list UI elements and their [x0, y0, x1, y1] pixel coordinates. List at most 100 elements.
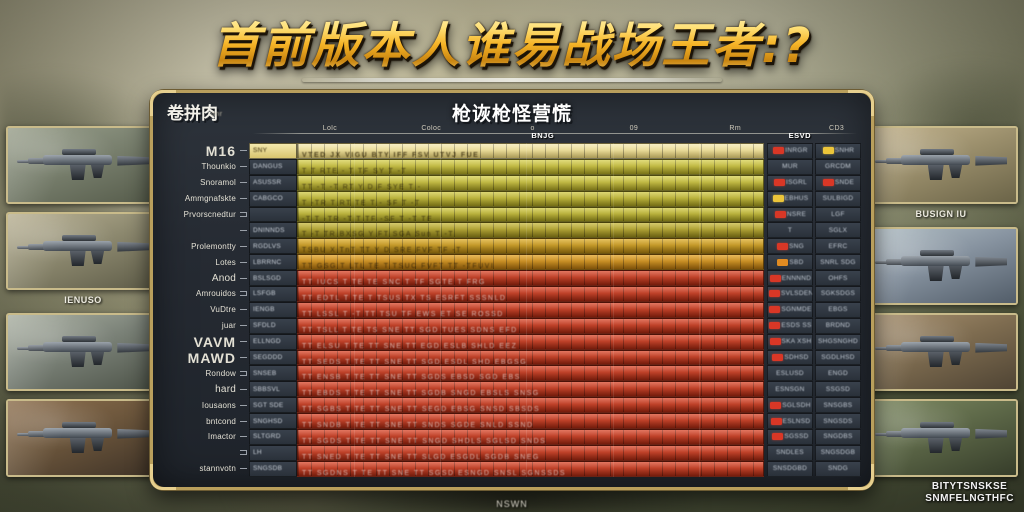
weapon-thumb-4[interactable]: [6, 399, 160, 477]
row-tail-cell[interactable]: OHFS: [815, 270, 861, 287]
weapon-thumb-6[interactable]: [864, 227, 1018, 305]
row-tail-cell[interactable]: NSRE: [767, 206, 813, 223]
row-tail-cell[interactable]: SGLX: [815, 222, 861, 239]
row-tail-cell[interactable]: SSGSD: [815, 381, 861, 398]
row-tail-cell[interactable]: ENNNND: [767, 270, 813, 287]
weapon-thumb-3[interactable]: [6, 313, 160, 391]
row-tail-cell[interactable]: INRGR: [767, 143, 813, 159]
row-tail-cell[interactable]: ESLUSD: [767, 365, 813, 382]
row-tail-cell[interactable]: SNDE: [815, 174, 861, 191]
weapon-thumb-2[interactable]: [6, 212, 160, 290]
table-row[interactable]: SNSEB TT ENSB T TE TT SNE TT SGDS EBSD SG…: [249, 365, 861, 382]
row-value-bar[interactable]: TT SGDNS T TE TT SNE TT SGSD ESNGD SNSL …: [297, 460, 764, 477]
row-tail-cell[interactable]: SGNMDE: [767, 301, 813, 318]
row-tail-cell[interactable]: LGF: [815, 206, 861, 223]
row-tail-cell[interactable]: EFRC: [815, 238, 861, 255]
row-key-cell: SEGDDD: [249, 349, 297, 366]
table-row[interactable]: SNGHSD TT SNDB T TE TT SNE TT SNDS SGDE S…: [249, 413, 861, 430]
column-group-header: BNJG: [531, 131, 555, 140]
row-tail-cell[interactable]: SVLSDEN: [767, 286, 813, 302]
row-tail-cell[interactable]: SNGSDS: [815, 413, 861, 430]
row-tail-cell[interactable]: SNSDGBD: [767, 460, 813, 477]
row-tail-cell[interactable]: ESDS SS: [767, 317, 813, 334]
table-row[interactable]: LSFGB TT EDTL T TE T TSUS TX TS ESRFT SSS…: [249, 286, 861, 302]
row-value-bar[interactable]: VTED JX VIGU BTY IFF FSV UTVJ FUE: [297, 143, 764, 159]
table-row[interactable]: ASUSSR TT -T -T RT Y D F SYE T - ISGRL SNDE: [249, 174, 861, 191]
row-value-bar[interactable]: TT SEDS T TE TT SNE TT SGD ESDL SHD EBGS…: [297, 349, 764, 366]
row-value-bar[interactable]: TT SGDS T TE TT SNE TT SNGD SHDLS SGLSD …: [297, 429, 764, 445]
table-row[interactable]: DANGUS T T RTE - T TF SY T -T MUR GRCDM: [249, 158, 861, 175]
weapon-thumb-5[interactable]: [864, 126, 1018, 204]
row-value-bar[interactable]: TT EBDS T TE TT SNE TT SGDB SNGD EBSLS S…: [297, 381, 764, 398]
row-tail-cell[interactable]: EBGS: [815, 301, 861, 318]
row-value-bar[interactable]: -T T -TR -T T TF -SF T -T TE: [297, 206, 764, 223]
row-tail-cell[interactable]: ISGRL: [767, 174, 813, 191]
table-row[interactable]: SNGSDB TT SGDNS T TE TT SNE TT SGSD ESNGD…: [249, 460, 861, 477]
row-tail-cell[interactable]: GRCDM: [815, 158, 861, 175]
row-value-bar[interactable]: TT IUCS T TE TE SNC T TF SGTE T FRG: [297, 270, 764, 287]
row-tail-cell[interactable]: BRDND: [815, 317, 861, 334]
row-tail-cell[interactable]: SGLSDH: [767, 397, 813, 414]
table-row[interactable]: SBBSVL TT EBDS T TE TT SNE TT SGDB SNGD E…: [249, 381, 861, 398]
row-tail-cell[interactable]: MUR: [767, 158, 813, 175]
weapon-thumb-1[interactable]: [6, 126, 160, 204]
weapon-thumb-7[interactable]: [864, 313, 1018, 391]
bar-tick-grid: [298, 430, 763, 444]
bar-tick-grid: [298, 318, 763, 333]
row-tail-cell[interactable]: SGSSD: [767, 429, 813, 445]
table-row[interactable]: IENGB TT LSSL T -T TT TSU TF EWS ET SE RO…: [249, 301, 861, 318]
row-tail-cell[interactable]: T: [767, 222, 813, 239]
row-tail-cell[interactable]: SBD: [767, 254, 813, 271]
table-row[interactable]: SLTGRD TT SGDS T TE TT SNE TT SNGD SHDLS …: [249, 429, 861, 445]
row-tail-cell[interactable]: ENGD: [815, 365, 861, 382]
table-row[interactable]: SGT SDE TT SGBS T TE TT SNE TT SEGD EBSG …: [249, 397, 861, 414]
row-tail-cell[interactable]: SDHSD: [767, 349, 813, 366]
row-tail-cell[interactable]: SHGSNGHD: [815, 333, 861, 350]
row-key-text: LH: [253, 449, 262, 457]
row-tail-cell[interactable]: SGKSDGS: [815, 286, 861, 302]
row-tail-cell[interactable]: ESNSGN: [767, 381, 813, 398]
table-row[interactable]: SFDLD TT TSLL T TE TS SNE TT SGD TUES SDN…: [249, 317, 861, 334]
row-tail-cell[interactable]: EBHUS: [767, 190, 813, 207]
row-tail-cell[interactable]: SKA XSH: [767, 333, 813, 350]
table-row[interactable]: SNY VTED JX VIGU BTY IFF FSV UTVJ FUE INRG…: [249, 143, 861, 159]
row-tail-cell[interactable]: SULBIGD: [815, 190, 861, 207]
table-row[interactable]: LH TT SNED T TE TT SNE TT SLGD ESGDL SGDB…: [249, 444, 861, 461]
row-tail-cell[interactable]: SNGSDGB: [815, 444, 861, 461]
row-side-tick: [240, 357, 247, 359]
row-tail-cell[interactable]: SNSGBS: [815, 397, 861, 414]
row-tail-cell[interactable]: SNHR: [815, 143, 861, 159]
row-value-bar[interactable]: TT TSLL T TE TS SNE TT SGD TUES SDNS EFD: [297, 317, 764, 334]
table-row[interactable]: DNINNDS T -T TR BXSG Y FT SGA Sun T -T T SG…: [249, 222, 861, 239]
row-tail-cell[interactable]: SGDLHSD: [815, 349, 861, 366]
row-value-bar[interactable]: TT GSG T LTL TE T TSUC FVFT TT -TFUVI: [297, 254, 764, 271]
row-value-bar[interactable]: TT ELSU T TE TT SNE TT EGD ESLB SHLD EEZ: [297, 333, 764, 350]
table-row[interactable]: ELLNGD TT ELSU T TE TT SNE TT EGD ESLB SH…: [249, 333, 861, 350]
row-value-bar[interactable]: T -T TR BXSG Y FT SGA Sun T -T: [297, 222, 764, 239]
weapon-thumb-8[interactable]: [864, 399, 1018, 477]
table-row[interactable]: SEGDDD TT SEDS T TE TT SNE TT SGD ESDL SH…: [249, 349, 861, 366]
row-value-bar[interactable]: TSBU X TnT TT Y D SRE FVF TF -T: [297, 238, 764, 255]
row-value-text: TT EBDS T TE TT SNE TT SGDB SNGD EBSLS S…: [302, 390, 540, 398]
row-value-bar[interactable]: TT ENSB T TE TT SNE TT SGDS EBSD SGD EBS: [297, 365, 764, 382]
table-row[interactable]: LBRRNC TT GSG T LTL TE T TSUC FVFT TT -TF…: [249, 254, 861, 271]
row-value-bar[interactable]: TT SNED T TE TT SNE TT SLGD ESGDL SGDB S…: [297, 444, 764, 461]
row-key-text: SGT SDE: [253, 401, 284, 409]
row-value-bar[interactable]: T -TR T RT TE T - SF T -T: [297, 190, 764, 207]
row-value-bar[interactable]: TT SGBS T TE TT SNE TT SEGD EBSG SNSD SB…: [297, 397, 764, 414]
table-row[interactable]: CABGCO T -TR T RT TE T - SF T -T EBHUS SULB…: [249, 190, 861, 207]
table-row[interactable]: -T T -TR -T T TF -SF T -T TE NSRE LGF: [249, 206, 861, 223]
row-value-bar[interactable]: TT -T -T RT Y D F SYE T -: [297, 174, 764, 191]
row-value-bar[interactable]: T T RTE - T TF SY T -T: [297, 158, 764, 175]
row-value-bar[interactable]: TT SNDB T TE TT SNE TT SNDS SGDE SNLD SS…: [297, 413, 764, 430]
row-value-bar[interactable]: TT LSSL T -T TT TSU TF EWS ET SE ROSSD: [297, 301, 764, 318]
row-tail-cells: SNG EFRC: [764, 238, 861, 255]
table-row[interactable]: RGDLVS TSBU X TnT TT Y D SRE FVF TF -T SNG…: [249, 238, 861, 255]
row-tail-cell[interactable]: SNDLES: [767, 444, 813, 461]
row-tail-cell[interactable]: SNGDBS: [815, 429, 861, 445]
row-tail-cell[interactable]: SNRL SDG: [815, 254, 861, 271]
row-value-bar[interactable]: TT EDTL T TE T TSUS TX TS ESRFT SSSNLD: [297, 286, 764, 302]
table-row[interactable]: BSLSGD TT IUCS T TE TE SNC T TF SGTE T FR…: [249, 270, 861, 287]
row-tail-cell[interactable]: ESLNSD: [767, 413, 813, 430]
row-tail-cell[interactable]: SNG: [767, 238, 813, 255]
